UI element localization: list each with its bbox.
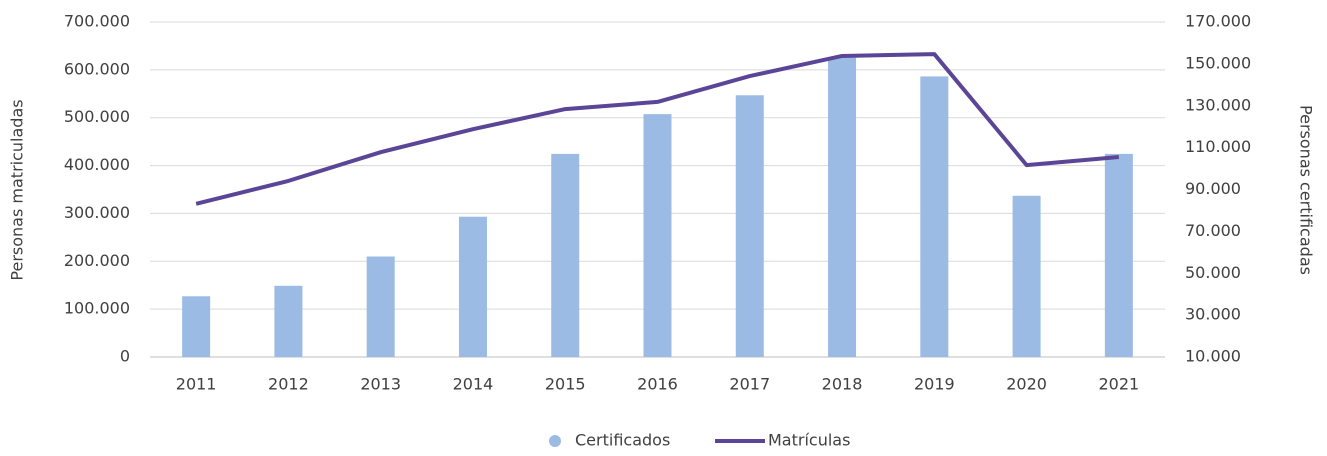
y2-tick-label: 10.000 [1185, 347, 1241, 366]
y2-tick-label: 150.000 [1185, 53, 1251, 72]
legend-label: Matrículas [768, 431, 850, 450]
bar [1104, 153, 1133, 357]
y-tick-label: 300.000 [64, 203, 130, 222]
y-tick-label: 200.000 [64, 251, 130, 270]
bar [1012, 195, 1041, 357]
x-tick-label: 2012 [268, 375, 309, 394]
bar [366, 256, 395, 357]
y2-tick-label: 170.000 [1185, 12, 1251, 31]
y2-tick-label: 90.000 [1185, 179, 1241, 198]
x-tick-label: 2013 [360, 375, 401, 394]
y-tick-label: 0 [120, 347, 130, 366]
y2-tick-label: 70.000 [1185, 221, 1241, 240]
bar [274, 285, 303, 357]
y2-tick-label: 130.000 [1185, 95, 1251, 114]
bar [735, 95, 764, 357]
legend-marker [549, 435, 561, 447]
y2-tick-label: 110.000 [1185, 137, 1251, 156]
bar [643, 114, 672, 357]
x-tick-label: 2014 [453, 375, 494, 394]
y-tick-label: 100.000 [64, 299, 130, 318]
bar [920, 76, 949, 357]
y-tick-label: 500.000 [64, 107, 130, 126]
y-tick-label: 400.000 [64, 155, 130, 174]
legend-label: Certificados [575, 431, 670, 450]
y-axis-title: Personas matriculadas [8, 99, 27, 280]
bar [551, 153, 580, 357]
bar [182, 296, 211, 357]
x-tick-label: 2011 [176, 375, 217, 394]
x-tick-label: 2019 [914, 375, 955, 394]
y-tick-label: 700.000 [64, 12, 130, 31]
x-tick-label: 2020 [1006, 375, 1047, 394]
bar [828, 57, 857, 357]
x-tick-label: 2015 [545, 375, 586, 394]
line [195, 52, 1120, 206]
y2-axis-title: Personas certificadas [1297, 105, 1316, 275]
bar [458, 216, 487, 357]
x-tick-label: 2018 [822, 375, 863, 394]
y2-tick-label: 30.000 [1185, 305, 1241, 324]
y-tick-label: 600.000 [64, 59, 130, 78]
y2-tick-label: 50.000 [1185, 263, 1241, 282]
x-tick-label: 2017 [729, 375, 770, 394]
x-tick-label: 2016 [637, 375, 678, 394]
x-tick-label: 2021 [1099, 375, 1140, 394]
